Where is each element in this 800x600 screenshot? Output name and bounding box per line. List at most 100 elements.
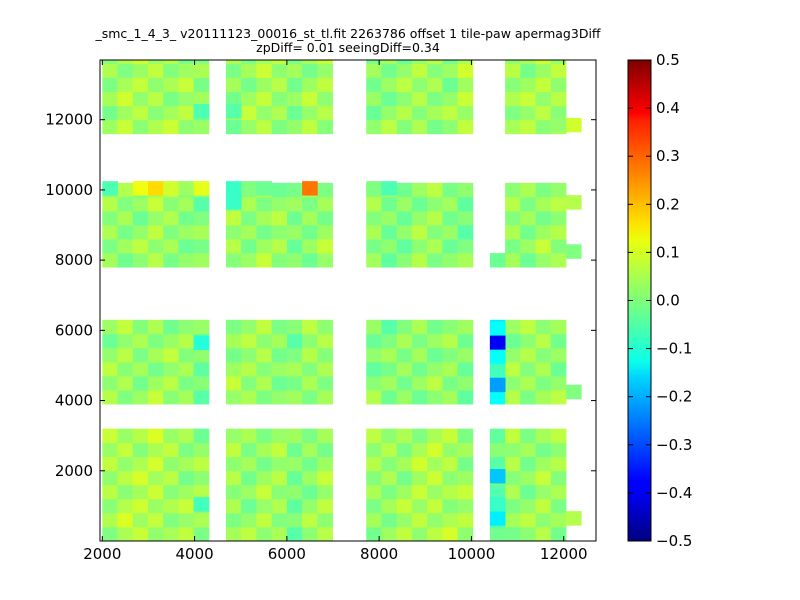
heatmap-cell: [225, 428, 242, 444]
heatmap-cell: [427, 390, 443, 405]
heatmap-cell: [550, 498, 567, 514]
heatmap-cell: [271, 182, 288, 198]
heatmap-cell: [241, 456, 257, 472]
heatmap-cell: [286, 77, 303, 92]
heatmap-cell: [271, 253, 288, 268]
heatmap-cell: [117, 512, 134, 528]
heatmap-cell: [442, 319, 458, 335]
heatmap-cell: [241, 333, 257, 349]
heatmap-cell: [411, 253, 428, 268]
heatmap-cell: [489, 526, 506, 541]
y-axis: 2000 4000 6000 8000 10000 12000: [45, 111, 596, 480]
heatmap-cell: [442, 512, 458, 528]
heatmap-cell: [286, 456, 303, 472]
heatmap-cell: [396, 77, 413, 92]
heatmap-cell: [520, 182, 536, 198]
heatmap-cell: [286, 319, 303, 335]
heatmap-cell: [147, 119, 164, 135]
heatmap-cell: [396, 470, 413, 486]
heatmap-cell: [427, 60, 443, 64]
heatmap-cell: [457, 60, 474, 64]
heatmap-cell: [396, 63, 413, 78]
heatmap-cell: [396, 361, 413, 377]
heatmap-cell: [117, 196, 134, 212]
heatmap-cell: [317, 210, 333, 226]
heatmap-cell: [241, 526, 257, 541]
heatmap-cell: [427, 182, 443, 198]
heatmap-cell: [117, 442, 134, 458]
heatmap-cell: [132, 512, 149, 528]
heatmap-cell: [271, 456, 288, 472]
heatmap-cell: [117, 60, 134, 64]
heatmap-cell: [442, 91, 458, 107]
heatmap-cell: [102, 470, 118, 486]
heatmap-cell: [381, 60, 398, 64]
heatmap-cell: [550, 210, 567, 226]
heatmap-cell: [505, 526, 521, 541]
heatmap-cell: [427, 253, 443, 268]
heatmap-cell: [132, 361, 149, 377]
heatmap-cell: [535, 182, 552, 198]
heatmap-cell: [366, 60, 382, 64]
heatmap-cell: [102, 347, 118, 363]
heatmap-cell: [117, 77, 134, 92]
heatmap-cell: [302, 442, 318, 458]
heatmap-cell: [381, 526, 398, 541]
heatmap-cell: [163, 390, 179, 405]
heatmap-cell: [286, 182, 303, 198]
heatmap-cell: [178, 60, 195, 64]
y-tick-label: 2000: [55, 462, 93, 480]
heatmap-cell: [411, 442, 428, 458]
heatmap-cell: [317, 442, 333, 458]
heatmap-cell: [117, 63, 134, 78]
heatmap-cell: [396, 60, 413, 64]
heatmap-cell: [317, 375, 333, 391]
heatmap-cell: [317, 119, 333, 135]
heatmap-cell: [147, 347, 164, 363]
heatmap-cell: [225, 333, 242, 349]
heatmap-cell: [396, 375, 413, 391]
heatmap-cell: [117, 456, 134, 472]
heatmap-cell: [178, 442, 195, 458]
heatmap-cell: [457, 428, 474, 444]
heatmap-cell: [163, 225, 179, 240]
heatmap-cell: [489, 442, 506, 458]
heatmap-cell: [178, 119, 195, 135]
heatmap-cell: [302, 456, 318, 472]
heatmap-cell: [117, 210, 134, 226]
heatmap-cell: [366, 375, 382, 391]
heatmap-cell: [520, 239, 536, 254]
heatmap-cell: [241, 498, 257, 514]
heatmap-cell: [317, 390, 333, 405]
heatmap-cell: [132, 63, 149, 78]
heatmap-cell: [225, 498, 242, 514]
heatmap-cell: [396, 253, 413, 268]
heatmap-cell: [163, 484, 179, 500]
heatmap-cell: [178, 210, 195, 226]
heatmap-cell: [505, 512, 521, 528]
heatmap-cell: [427, 119, 443, 135]
heatmap-cell: [163, 456, 179, 472]
heatmap-cell: [163, 181, 179, 196]
heatmap-cell: [256, 347, 273, 363]
heatmap-cell: [366, 225, 382, 240]
heatmap-cell: [442, 60, 458, 64]
heatmap-cell: [396, 119, 413, 135]
heatmap-cell: [457, 63, 474, 78]
heatmap-cell: [117, 428, 134, 444]
heatmap-cell: [163, 60, 179, 64]
heatmap-cell: [132, 526, 149, 541]
heatmap-cell: [132, 253, 149, 268]
heatmap-cell: [427, 63, 443, 78]
heatmap-cell: [193, 470, 210, 486]
heatmap-cell: [550, 470, 567, 486]
heatmap-cell: [117, 225, 134, 240]
colorbar-tick-label: −0.2: [656, 388, 692, 406]
heatmap-cell: [117, 119, 134, 135]
heatmap-cell: [147, 428, 164, 444]
heatmap-cell: [117, 105, 134, 121]
heatmap-cell: [178, 428, 195, 444]
heatmap-cell: [505, 196, 521, 212]
heatmap-cell: [241, 105, 257, 121]
